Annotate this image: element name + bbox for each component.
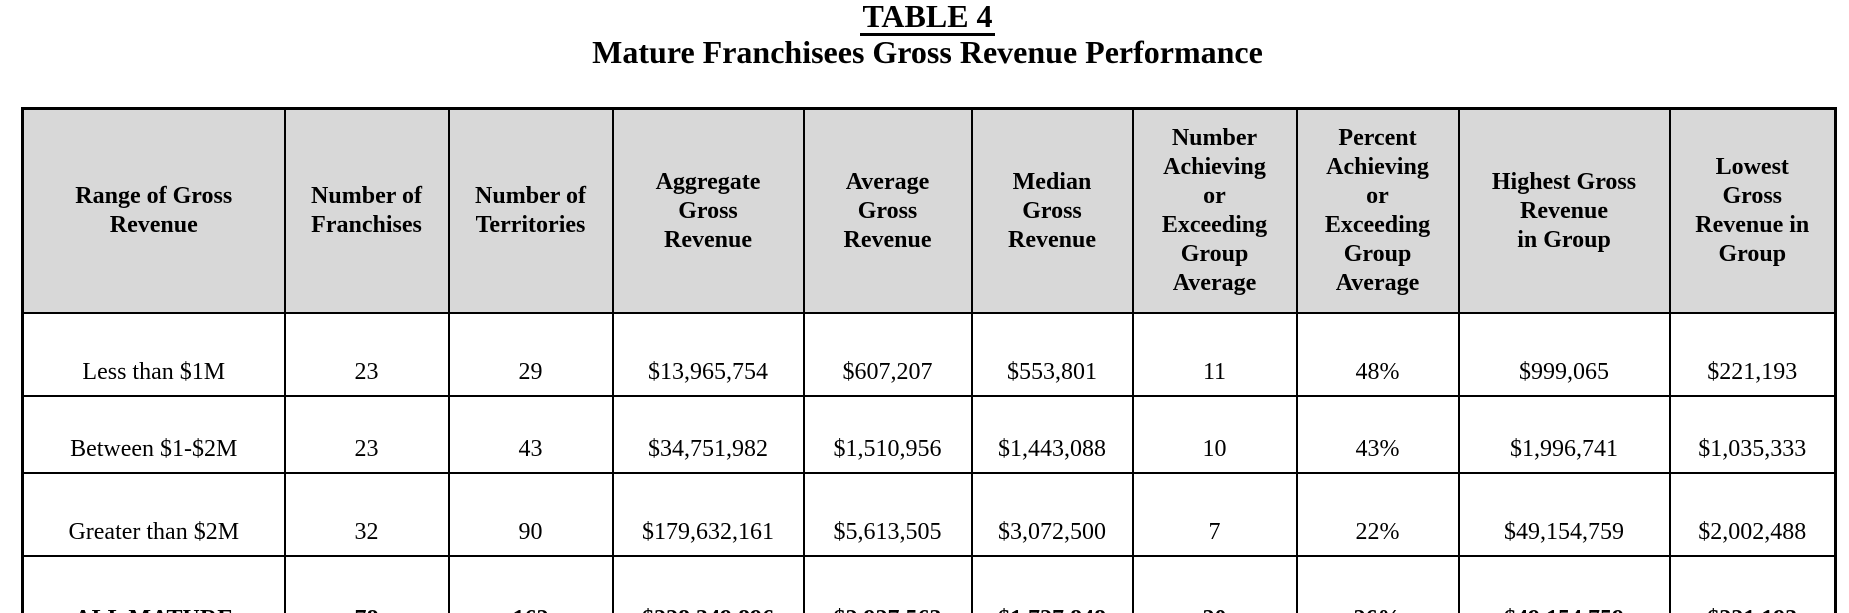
cell-median-gross-revenue: $1,727,848 bbox=[970, 555, 1134, 613]
cell-percent-achieving: 43% bbox=[1295, 395, 1460, 474]
cell-lowest-gross-revenue: $1,035,333 bbox=[1668, 395, 1837, 474]
cell-aggregate-gross-revenue: $228,349,896 bbox=[611, 555, 805, 613]
column-header-range-of-gross-revenue: Range of Gross Revenue bbox=[21, 107, 286, 314]
cell-median-gross-revenue: $553,801 bbox=[970, 312, 1134, 397]
column-header-lowest-gross-revenue: Lowest Gross Revenue in Group bbox=[1668, 107, 1837, 314]
gross-revenue-performance-table: Range of Gross Revenue Number of Franchi… bbox=[21, 107, 1837, 613]
column-header-number-achieving-group-average: Number Achieving or Exceeding Group Aver… bbox=[1131, 107, 1298, 314]
cell-highest-gross-revenue: $49,154,759 bbox=[1457, 555, 1671, 613]
cell-highest-gross-revenue: $1,996,741 bbox=[1457, 395, 1671, 474]
cell-average-gross-revenue: $2,927,563 bbox=[802, 555, 973, 613]
cell-range: Less than $1M bbox=[21, 312, 286, 397]
cell-percent-achieving: 22% bbox=[1295, 472, 1460, 557]
table-title-text: TABLE 4 bbox=[860, 0, 995, 36]
cell-number-achieving: 20 bbox=[1131, 555, 1298, 613]
cell-territories: 29 bbox=[447, 312, 614, 397]
cell-territories: 43 bbox=[447, 395, 614, 474]
table-row-greater-than-2m: Greater than $2M 32 90 $179,632,161 $5,6… bbox=[21, 472, 1837, 557]
table-title: TABLE 4 bbox=[21, 0, 1834, 36]
column-header-number-of-territories: Number of Territories bbox=[447, 107, 614, 314]
column-header-average-gross-revenue: Average Gross Revenue bbox=[802, 107, 973, 314]
cell-average-gross-revenue: $607,207 bbox=[802, 312, 973, 397]
header-row: Range of Gross Revenue Number of Franchi… bbox=[21, 107, 1837, 314]
cell-average-gross-revenue: $5,613,505 bbox=[802, 472, 973, 557]
table-row-less-than-1m: Less than $1M 23 29 $13,965,754 $607,207… bbox=[21, 312, 1837, 397]
cell-franchises: 23 bbox=[283, 395, 450, 474]
column-header-median-gross-revenue: Median Gross Revenue bbox=[970, 107, 1134, 314]
cell-number-achieving: 11 bbox=[1131, 312, 1298, 397]
cell-franchises: 78 bbox=[283, 555, 450, 613]
column-header-number-of-franchises: Number of Franchises bbox=[283, 107, 450, 314]
table-subtitle: Mature Franchisees Gross Revenue Perform… bbox=[592, 34, 1263, 70]
cell-percent-achieving: 26% bbox=[1295, 555, 1460, 613]
cell-highest-gross-revenue: $999,065 bbox=[1457, 312, 1671, 397]
cell-aggregate-gross-revenue: $179,632,161 bbox=[611, 472, 805, 557]
cell-average-gross-revenue: $1,510,956 bbox=[802, 395, 973, 474]
table-row-all-mature: ALL MATURE 78 162 $228,349,896 $2,927,56… bbox=[21, 555, 1837, 613]
cell-franchises: 32 bbox=[283, 472, 450, 557]
cell-territories: 90 bbox=[447, 472, 614, 557]
cell-franchises: 23 bbox=[283, 312, 450, 397]
cell-territories: 162 bbox=[447, 555, 614, 613]
title-block: TABLE 4 Mature Franchisees Gross Revenue… bbox=[21, 0, 1834, 70]
table-row-between-1-2m: Between $1-$2M 23 43 $34,751,982 $1,510,… bbox=[21, 395, 1837, 474]
cell-median-gross-revenue: $1,443,088 bbox=[970, 395, 1134, 474]
cell-percent-achieving: 48% bbox=[1295, 312, 1460, 397]
cell-range: Between $1-$2M bbox=[21, 395, 286, 474]
cell-range: Greater than $2M bbox=[21, 472, 286, 557]
cell-lowest-gross-revenue: $221,193 bbox=[1668, 312, 1837, 397]
cell-lowest-gross-revenue: $221,193 bbox=[1668, 555, 1837, 613]
cell-lowest-gross-revenue: $2,002,488 bbox=[1668, 472, 1837, 557]
cell-range: ALL MATURE bbox=[21, 555, 286, 613]
column-header-percent-achieving-group-average: Percent Achieving or Exceeding Group Ave… bbox=[1295, 107, 1460, 314]
column-header-aggregate-gross-revenue: Aggregate Gross Revenue bbox=[611, 107, 805, 314]
cell-highest-gross-revenue: $49,154,759 bbox=[1457, 472, 1671, 557]
column-header-highest-gross-revenue: Highest Gross Revenue in Group bbox=[1457, 107, 1671, 314]
cell-aggregate-gross-revenue: $13,965,754 bbox=[611, 312, 805, 397]
cell-number-achieving: 10 bbox=[1131, 395, 1298, 474]
cell-number-achieving: 7 bbox=[1131, 472, 1298, 557]
cell-aggregate-gross-revenue: $34,751,982 bbox=[611, 395, 805, 474]
cell-median-gross-revenue: $3,072,500 bbox=[970, 472, 1134, 557]
